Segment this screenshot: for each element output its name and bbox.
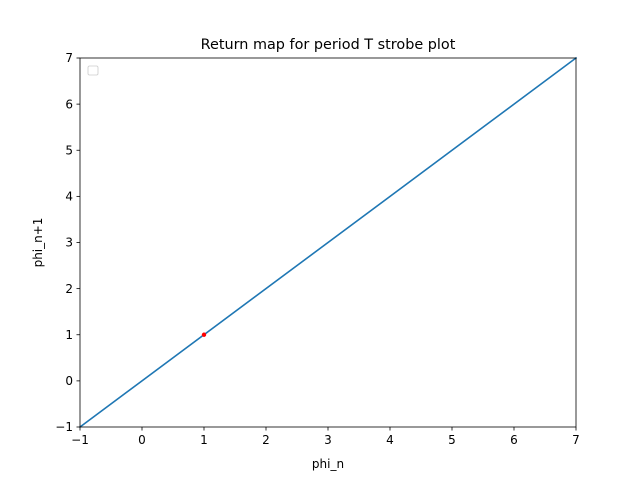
y-tick-label-0: −1	[55, 420, 73, 434]
y-tick-label-6: 5	[65, 143, 73, 157]
x-axis-label: phi_n	[312, 457, 344, 471]
plot-frame	[79, 57, 577, 428]
x-tick-label-0: −1	[71, 433, 89, 447]
y-tick-label-3: 2	[65, 282, 73, 296]
y-tick-label-4: 3	[65, 236, 73, 250]
x-tick-label-7: 6	[510, 433, 518, 447]
data-point-1-0	[201, 332, 207, 337]
x-tick-label-2: 1	[200, 433, 208, 447]
series-line-0	[78, 56, 578, 429]
y-tick-label-8: 7	[65, 51, 73, 65]
chart-title: Return map for period T strobe plot	[201, 37, 456, 53]
legend	[87, 65, 99, 76]
axis-ticks: −1 0 1 2 3 4 5 6 7 −1 0 1 2 3 4 5 6 7	[55, 51, 580, 447]
x-tick-label-1: 0	[138, 433, 146, 447]
x-tick-label-3: 2	[262, 433, 270, 447]
y-tick-label-7: 6	[65, 97, 73, 111]
x-tick-label-6: 5	[448, 433, 456, 447]
y-tick-label-5: 4	[65, 190, 73, 204]
y-tick-label-2: 1	[65, 328, 73, 342]
plot-area	[78, 56, 578, 429]
x-tick-label-5: 4	[386, 433, 394, 447]
x-tick-label-4: 3	[324, 433, 332, 447]
legend-box	[87, 65, 99, 76]
y-axis-label: phi_n+1	[31, 218, 45, 268]
y-tick-label-1: 0	[65, 374, 73, 388]
x-tick-label-8: 7	[572, 433, 580, 447]
